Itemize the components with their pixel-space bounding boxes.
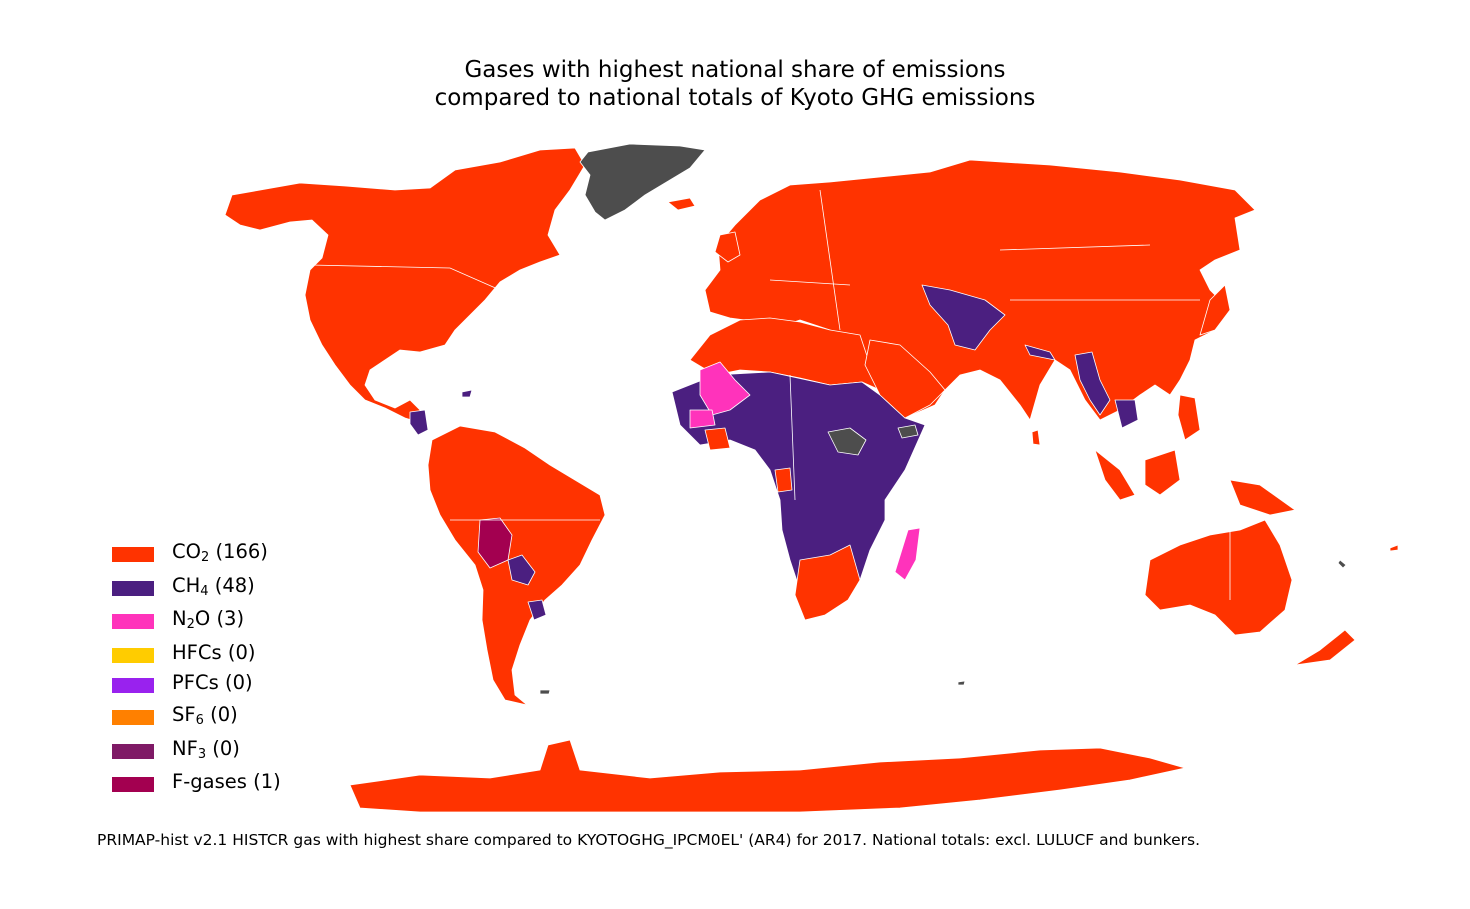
region-sri-lanka [1031,429,1041,446]
region-uruguay [527,599,547,621]
legend-swatch-co2 [112,547,154,562]
legend-label-ch4: CH4 (48) [172,574,255,599]
region-fiji [1389,544,1399,552]
region-central-asia-ch4 [921,284,1006,351]
region-new-zealand [1294,629,1356,666]
region-kerguelen [957,680,966,686]
region-antarctica [349,739,1186,813]
legend-swatch-hfcs [112,648,154,663]
region-iceland [667,197,696,211]
legend-label-n2o: N2O (3) [172,607,245,632]
region-philippines [1177,394,1201,441]
region-madagascar [894,527,921,581]
region-central-america-ch4 [409,409,429,436]
map-title: Gases with highest national share of emi… [0,56,1470,112]
legend-label-pfcs: PFCs (0) [172,671,253,694]
map-title-line-2: compared to national totals of Kyoto GHG… [434,85,1036,111]
region-new-caledonia [1337,559,1347,569]
region-west-africa [704,427,731,451]
legend-swatch-n2o [112,614,154,629]
region-indonesia [1094,449,1136,501]
region-nepal [1024,344,1056,361]
country-borders [309,189,1231,600]
legend-label-co2: CO2 (166) [172,540,268,565]
region-new-guinea [1229,479,1296,516]
region-myanmar [1074,351,1111,416]
region-south-sudan [827,427,867,456]
region-chad-n2o [689,409,716,429]
map-caption: PRIMAP-hist v2.1 HISTCR gas with highest… [97,831,1201,849]
region-falklands [539,689,551,695]
region-cambodia [1114,399,1139,429]
legend-swatch-pfcs [112,678,154,693]
region-caribbean-ch4 [461,389,473,398]
region-australia [1144,519,1293,636]
region-paraguay [507,554,536,586]
region-uk [714,231,741,263]
legend-label-sf6: SF6 (0) [172,703,238,728]
region-somaliland [897,424,919,439]
region-mali [699,361,751,416]
region-north-america [224,147,586,423]
region-southern-africa [794,544,861,621]
region-japan [1199,284,1231,336]
region-gabon [774,467,793,493]
region-arabia [864,339,946,419]
legend-swatch-nf3 [112,744,154,759]
legend-label-hfcs: HFCs (0) [172,641,256,664]
legend-swatch-fgases [112,777,154,792]
legend-swatch-ch4 [112,581,154,596]
legend-swatch-sf6 [112,710,154,725]
legend-label-nf3: NF3 (0) [172,737,240,762]
map-title-line-1: Gases with highest national share of emi… [464,57,1006,83]
region-borneo [1144,449,1181,496]
legend-label-fgases: F-gases (1) [172,770,281,793]
region-greenland [579,143,706,221]
